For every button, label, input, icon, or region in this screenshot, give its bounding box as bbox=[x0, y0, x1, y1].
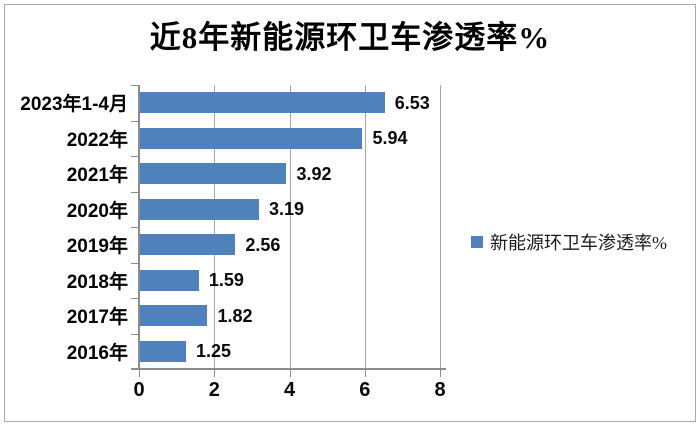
bar-value-label: 3.92 bbox=[296, 163, 332, 184]
bar bbox=[139, 340, 187, 362]
y-axis-tick bbox=[131, 227, 138, 228]
x-tick-label: 0 bbox=[133, 379, 145, 401]
bar-row: 3.92 bbox=[139, 156, 440, 192]
y-axis-tick bbox=[131, 191, 138, 193]
gridline bbox=[440, 85, 441, 369]
bar-row: 1.82 bbox=[139, 298, 440, 334]
chart-title: 近8年新能源环卫车渗透率% bbox=[149, 20, 551, 55]
bar-row: 3.19 bbox=[139, 192, 440, 228]
legend-swatch-icon bbox=[471, 236, 483, 248]
x-axis-tick bbox=[289, 370, 291, 377]
gridline bbox=[214, 85, 216, 369]
category-label: 2017年 bbox=[66, 307, 128, 329]
bar bbox=[139, 198, 260, 220]
bar-value-label: 1.25 bbox=[196, 341, 232, 362]
gridline bbox=[289, 85, 291, 369]
bar-row: 1.59 bbox=[139, 263, 440, 299]
bar bbox=[139, 92, 385, 114]
category-label: 2020年 bbox=[66, 200, 128, 222]
category-label: 2016年 bbox=[66, 342, 128, 364]
category-label: 2023年1-4月 bbox=[20, 94, 128, 116]
bar-row: 6.53 bbox=[139, 85, 440, 121]
x-axis-line bbox=[131, 368, 446, 370]
y-axis-tick bbox=[131, 333, 138, 335]
y-axis-tick bbox=[131, 262, 138, 264]
bar bbox=[139, 163, 287, 185]
bar-row: 5.94 bbox=[139, 121, 440, 157]
bar bbox=[139, 234, 236, 256]
bar bbox=[139, 269, 199, 291]
y-axis-category-labels: 2023年1-4月 2022年 2021年 2020年 2019年 2018年 2017年 2… bbox=[10, 85, 128, 369]
bar-value-label: 3.19 bbox=[269, 199, 305, 220]
y-axis-tick bbox=[131, 85, 138, 86]
x-axis-tick bbox=[440, 370, 441, 377]
category-label: 2022年 bbox=[66, 129, 128, 151]
bars-container: 6.53 5.94 3.92 3.19 2.56 1.59 1.82 1.25 bbox=[139, 85, 440, 369]
gridline bbox=[364, 85, 366, 369]
bar-row: 1.25 bbox=[139, 334, 440, 370]
bar-value-label: 2.56 bbox=[245, 234, 281, 255]
x-axis-labels: 0 2 4 6 8 bbox=[133, 378, 445, 404]
bar-value-label: 6.53 bbox=[394, 92, 430, 113]
y-axis-tick bbox=[131, 298, 138, 299]
legend-label: 新能源环卫车渗透率% bbox=[490, 233, 667, 253]
y-axis-tick bbox=[131, 156, 138, 157]
bar-row: 2.56 bbox=[139, 227, 440, 263]
x-tick-label: 8 bbox=[434, 379, 446, 401]
x-axis-tick bbox=[364, 370, 366, 377]
bar-value-label: 5.94 bbox=[372, 128, 408, 149]
category-label: 2019年 bbox=[66, 236, 128, 258]
x-tick-label: 6 bbox=[359, 379, 371, 401]
bar-value-label: 1.82 bbox=[217, 305, 253, 326]
category-label: 2021年 bbox=[66, 165, 128, 187]
x-tick-label: 4 bbox=[283, 379, 296, 401]
bar bbox=[139, 127, 363, 149]
plot-area: 6.53 5.94 3.92 3.19 2.56 1.59 1.82 1.25 bbox=[131, 85, 446, 377]
bar bbox=[139, 305, 208, 327]
category-label: 2018年 bbox=[66, 271, 128, 293]
x-axis-tick bbox=[214, 370, 216, 377]
x-tick-label: 2 bbox=[208, 379, 220, 401]
x-axis-tick bbox=[139, 370, 140, 377]
y-axis-line bbox=[138, 85, 140, 369]
bar-value-label: 1.59 bbox=[208, 270, 244, 291]
legend: 新能源环卫车渗透率% bbox=[471, 229, 667, 255]
y-axis-tick bbox=[131, 120, 138, 122]
